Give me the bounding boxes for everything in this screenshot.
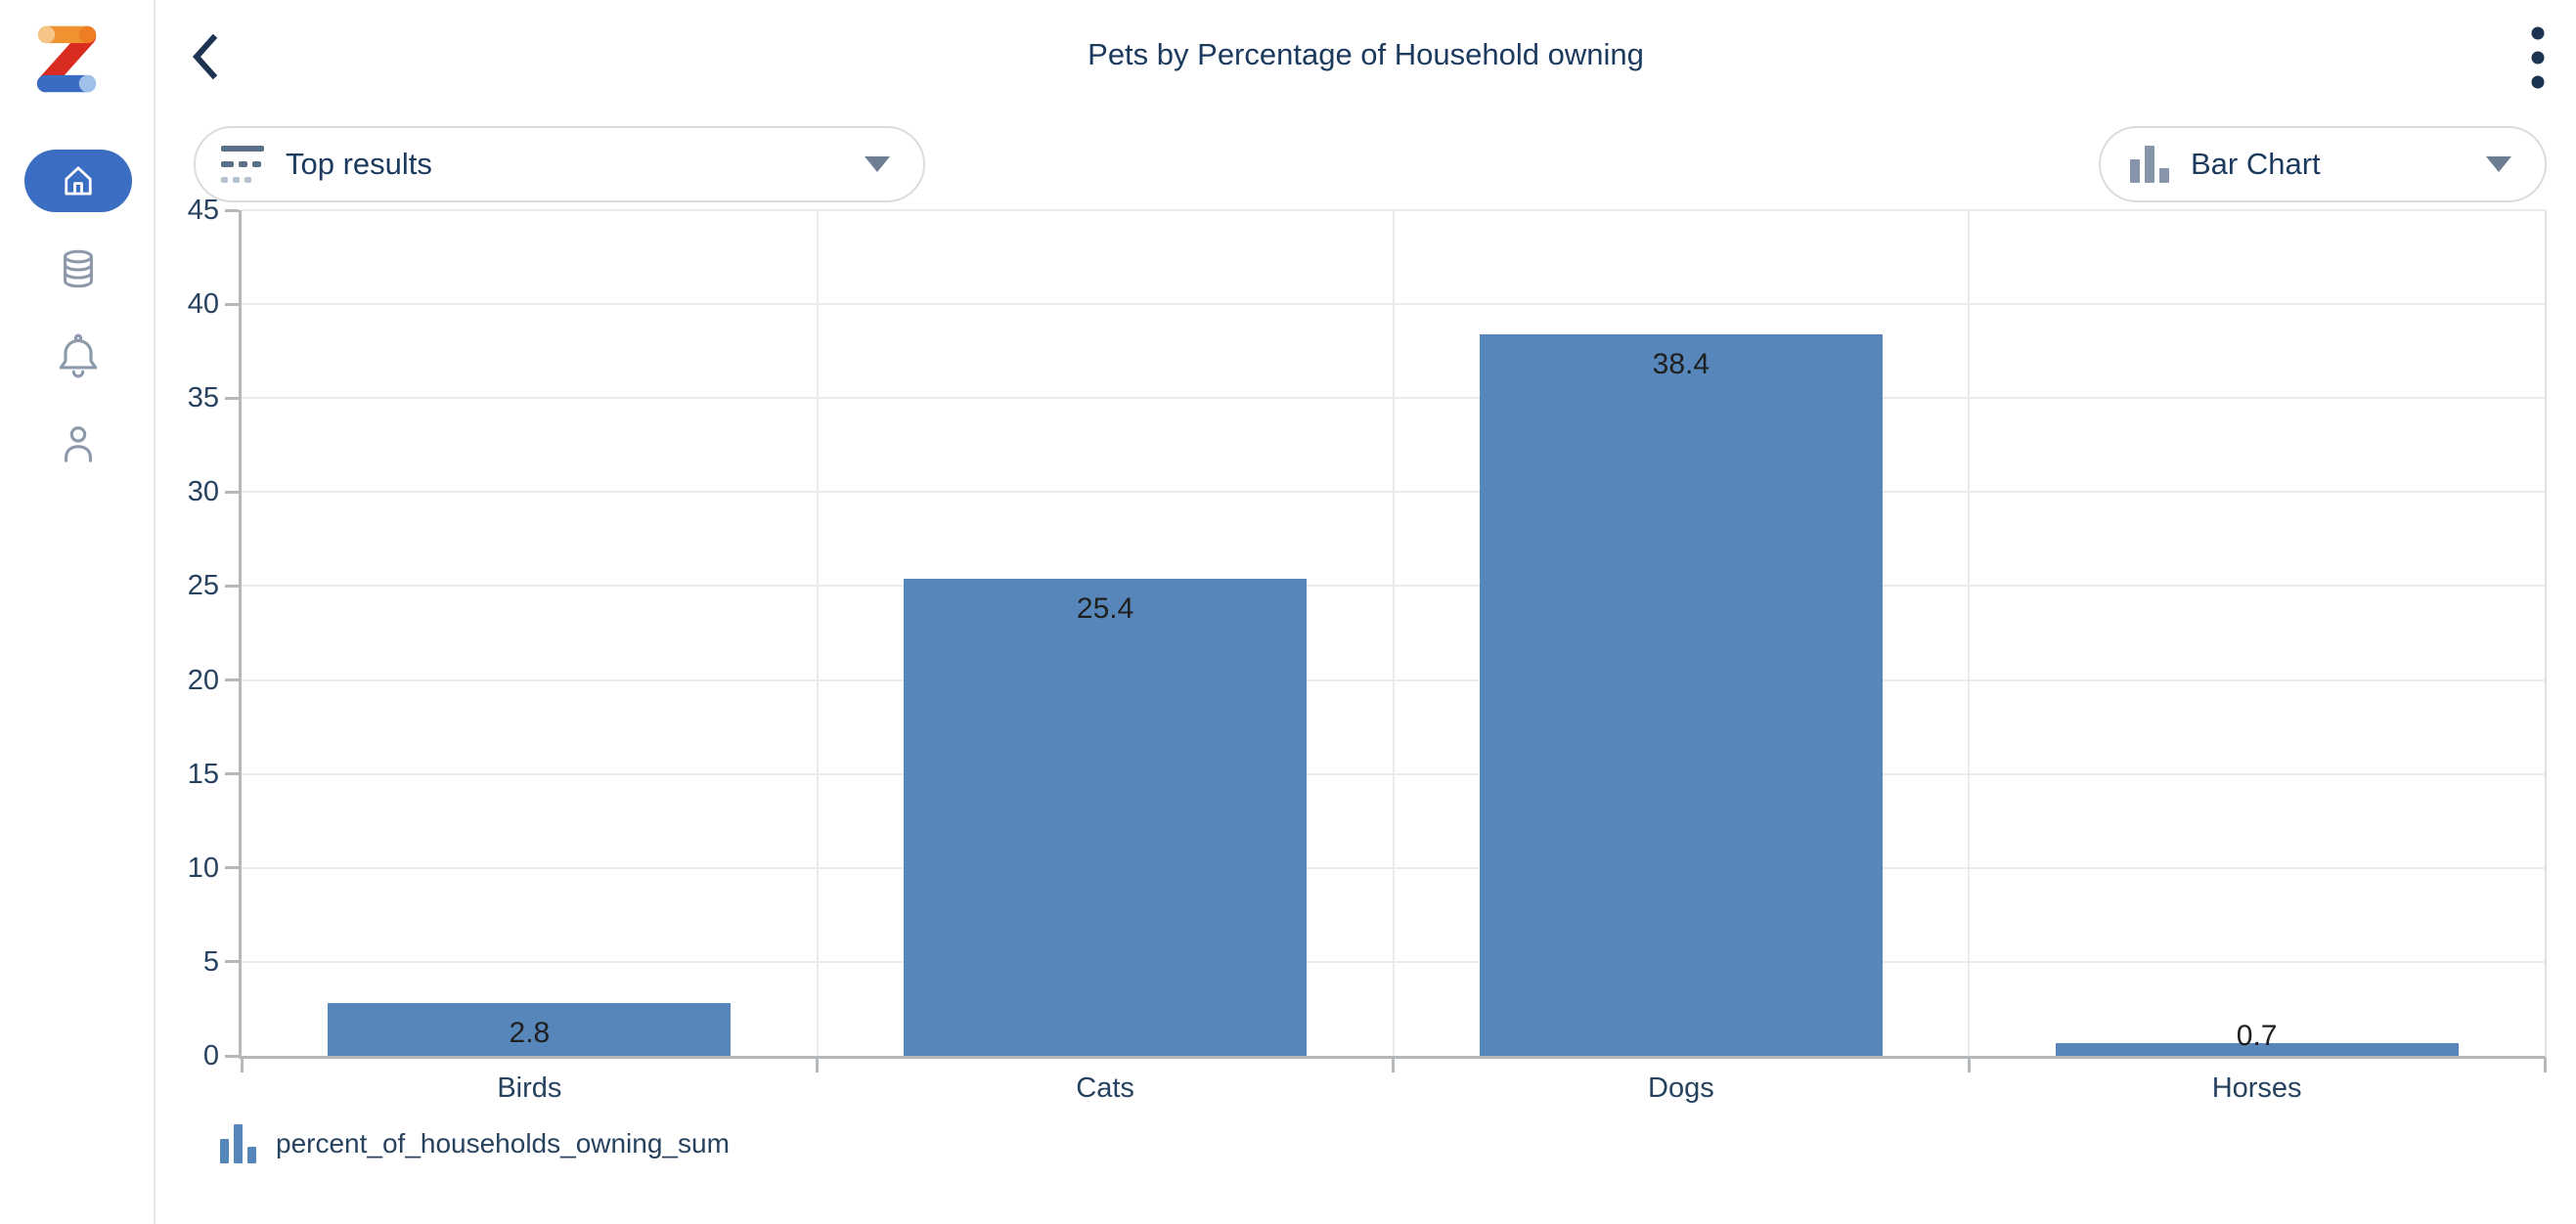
y-axis-tick [225, 960, 239, 964]
person-icon [64, 426, 92, 462]
active-pill [23, 150, 132, 212]
plot-area: 0 5 10 15 20 25 30 35 40 45 2.8 Birds 25.4 Cats 38.4 Do… [188, 195, 2547, 1104]
top-results-dropdown[interactable]: Top results [194, 126, 925, 202]
category-label: Horses [2211, 1072, 2302, 1104]
bar-value-label: 38.4 [1652, 347, 1710, 380]
bar[interactable] [904, 578, 1308, 1056]
v-gridline [1968, 210, 1971, 1056]
y-axis-label: 35 [187, 382, 219, 415]
back-button[interactable] [184, 29, 227, 84]
y-axis-tick [225, 678, 239, 682]
top-results-icon [221, 146, 264, 183]
bar-value-label: 2.8 [509, 1017, 551, 1050]
x-axis-tick [816, 1059, 820, 1072]
caret-down-icon [2486, 156, 2511, 172]
category-label: Dogs [1648, 1072, 1714, 1104]
legend-label: percent_of_households_owning_sum [276, 1128, 730, 1158]
bar[interactable] [1479, 333, 1883, 1056]
y-axis-tick [225, 208, 239, 212]
y-axis-label: 25 [187, 570, 219, 602]
y-axis-label: 10 [187, 852, 219, 884]
v-gridline [1392, 210, 1395, 1056]
y-axis-tick [225, 866, 239, 870]
bar-chart-icon [2130, 146, 2169, 183]
y-axis-tick [225, 396, 239, 400]
category-label: Birds [497, 1072, 562, 1104]
sidebar-item-home[interactable] [0, 150, 155, 212]
bar-value-label: 25.4 [1076, 591, 1134, 625]
v-gridline [816, 210, 819, 1056]
chart-type-label: Bar Chart [2191, 147, 2321, 181]
y-axis-tick [225, 302, 239, 306]
y-axis-label: 5 [202, 945, 219, 978]
y-axis-label: 15 [187, 758, 219, 790]
sidebar-item-profile[interactable] [0, 418, 155, 467]
sidebar-item-data[interactable] [0, 245, 155, 292]
y-axis-tick [225, 1054, 239, 1058]
sidebar-item-alerts[interactable] [0, 330, 155, 381]
y-axis-tick [225, 584, 239, 588]
kebab-menu-button[interactable] [2515, 25, 2560, 90]
zing-logo-icon [36, 25, 97, 93]
bar-value-label: 0.7 [2236, 1019, 2278, 1052]
y-axis-label: 20 [187, 664, 219, 696]
bar[interactable] [2055, 1042, 2459, 1056]
chart-type-dropdown[interactable]: Bar Chart [2099, 126, 2547, 202]
y-axis-label: 40 [187, 288, 219, 321]
category-label: Cats [1076, 1072, 1134, 1104]
y-axis-tick [225, 772, 239, 776]
x-axis-tick [1967, 1059, 1971, 1072]
bar[interactable] [328, 1003, 732, 1056]
home-icon [64, 166, 92, 196]
y-axis-tick [225, 490, 239, 494]
x-axis-tick [1392, 1059, 1395, 1072]
caret-down-icon [865, 156, 890, 172]
database-icon [63, 249, 93, 288]
bell-icon [59, 333, 97, 378]
legend-item[interactable]: percent_of_households_owning_sum [220, 1124, 730, 1163]
y-axis-label: 0 [202, 1040, 219, 1071]
kebab-vertical-icon [2531, 26, 2545, 89]
x-axis-tick [240, 1059, 244, 1072]
sidebar [0, 0, 155, 1224]
top-results-label: Top results [286, 147, 432, 181]
y-axis-label: 45 [187, 195, 219, 226]
page-title: Pets by Percentage of Household owning [1088, 37, 1644, 71]
y-axis-label: 30 [187, 476, 219, 508]
x-axis-tick [2543, 1059, 2547, 1072]
legend-bar-chart-icon [220, 1124, 256, 1163]
chevron-left-icon [192, 33, 218, 80]
